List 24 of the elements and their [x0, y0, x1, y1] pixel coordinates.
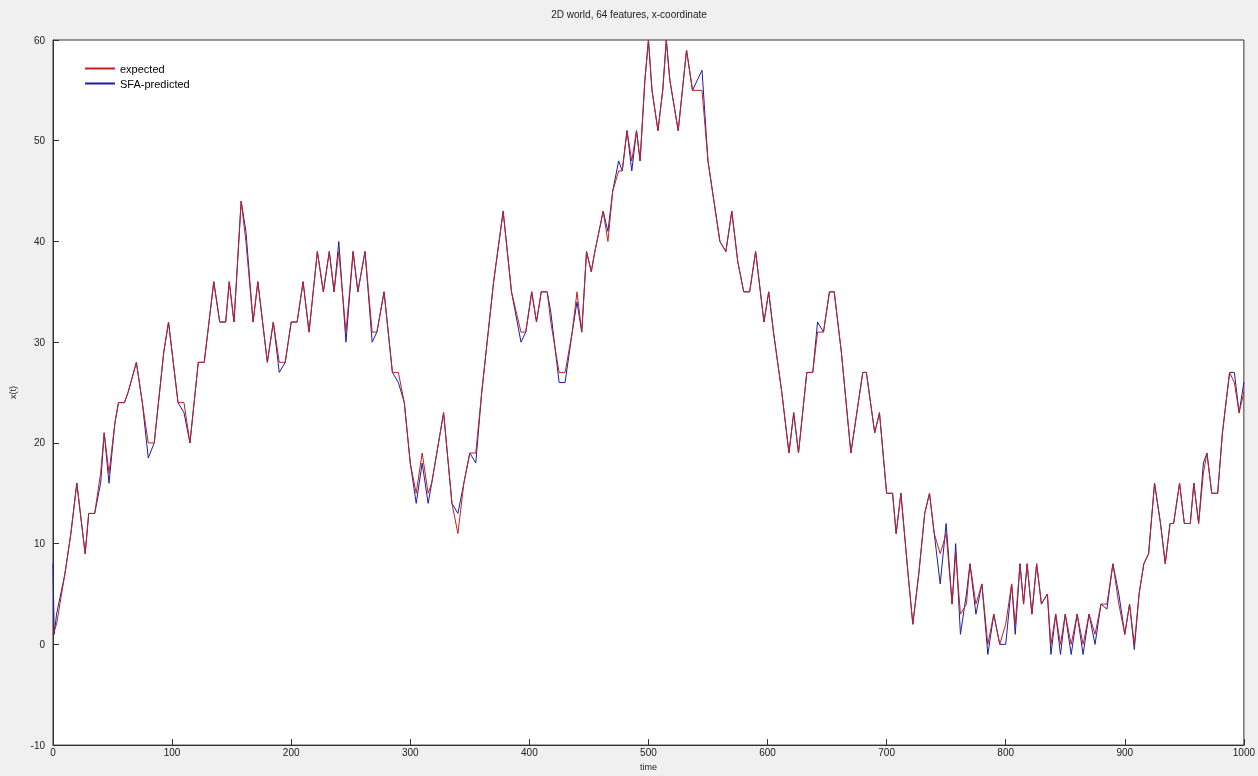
x-tick-label: 500: [640, 746, 658, 758]
chart-title: 2D world, 64 features, x-coordinate: [551, 8, 708, 20]
x-axis-title: time: [639, 761, 657, 772]
x-tick-label: 900: [1116, 746, 1134, 758]
x-tick-label: 0: [50, 746, 57, 758]
x-tick-label: 700: [878, 746, 896, 758]
y-tick-label: 10: [33, 538, 46, 550]
y-tick-label: 60: [33, 34, 46, 46]
x-tick-label: 300: [401, 746, 420, 758]
y-tick-label: 20: [33, 437, 46, 449]
y-tick-label: 30: [33, 336, 46, 348]
x-tick-label: 800: [997, 746, 1015, 758]
legend-label: SFA-predicted: [120, 77, 190, 90]
x-tick-label: 100: [163, 746, 181, 758]
x-tick-label: 200: [282, 746, 300, 758]
x-tick-label: 600: [759, 746, 777, 758]
x-tick-label: 400: [521, 746, 539, 758]
y-tick-label: 0: [39, 638, 46, 650]
y-axis-title: x(t): [7, 386, 18, 400]
y-tick-label: -10: [30, 739, 46, 751]
legend-label: expected: [120, 62, 165, 75]
y-tick-label: 40: [33, 235, 46, 247]
y-tick-label: 50: [33, 135, 46, 147]
x-tick-label: 1000: [1232, 746, 1256, 758]
